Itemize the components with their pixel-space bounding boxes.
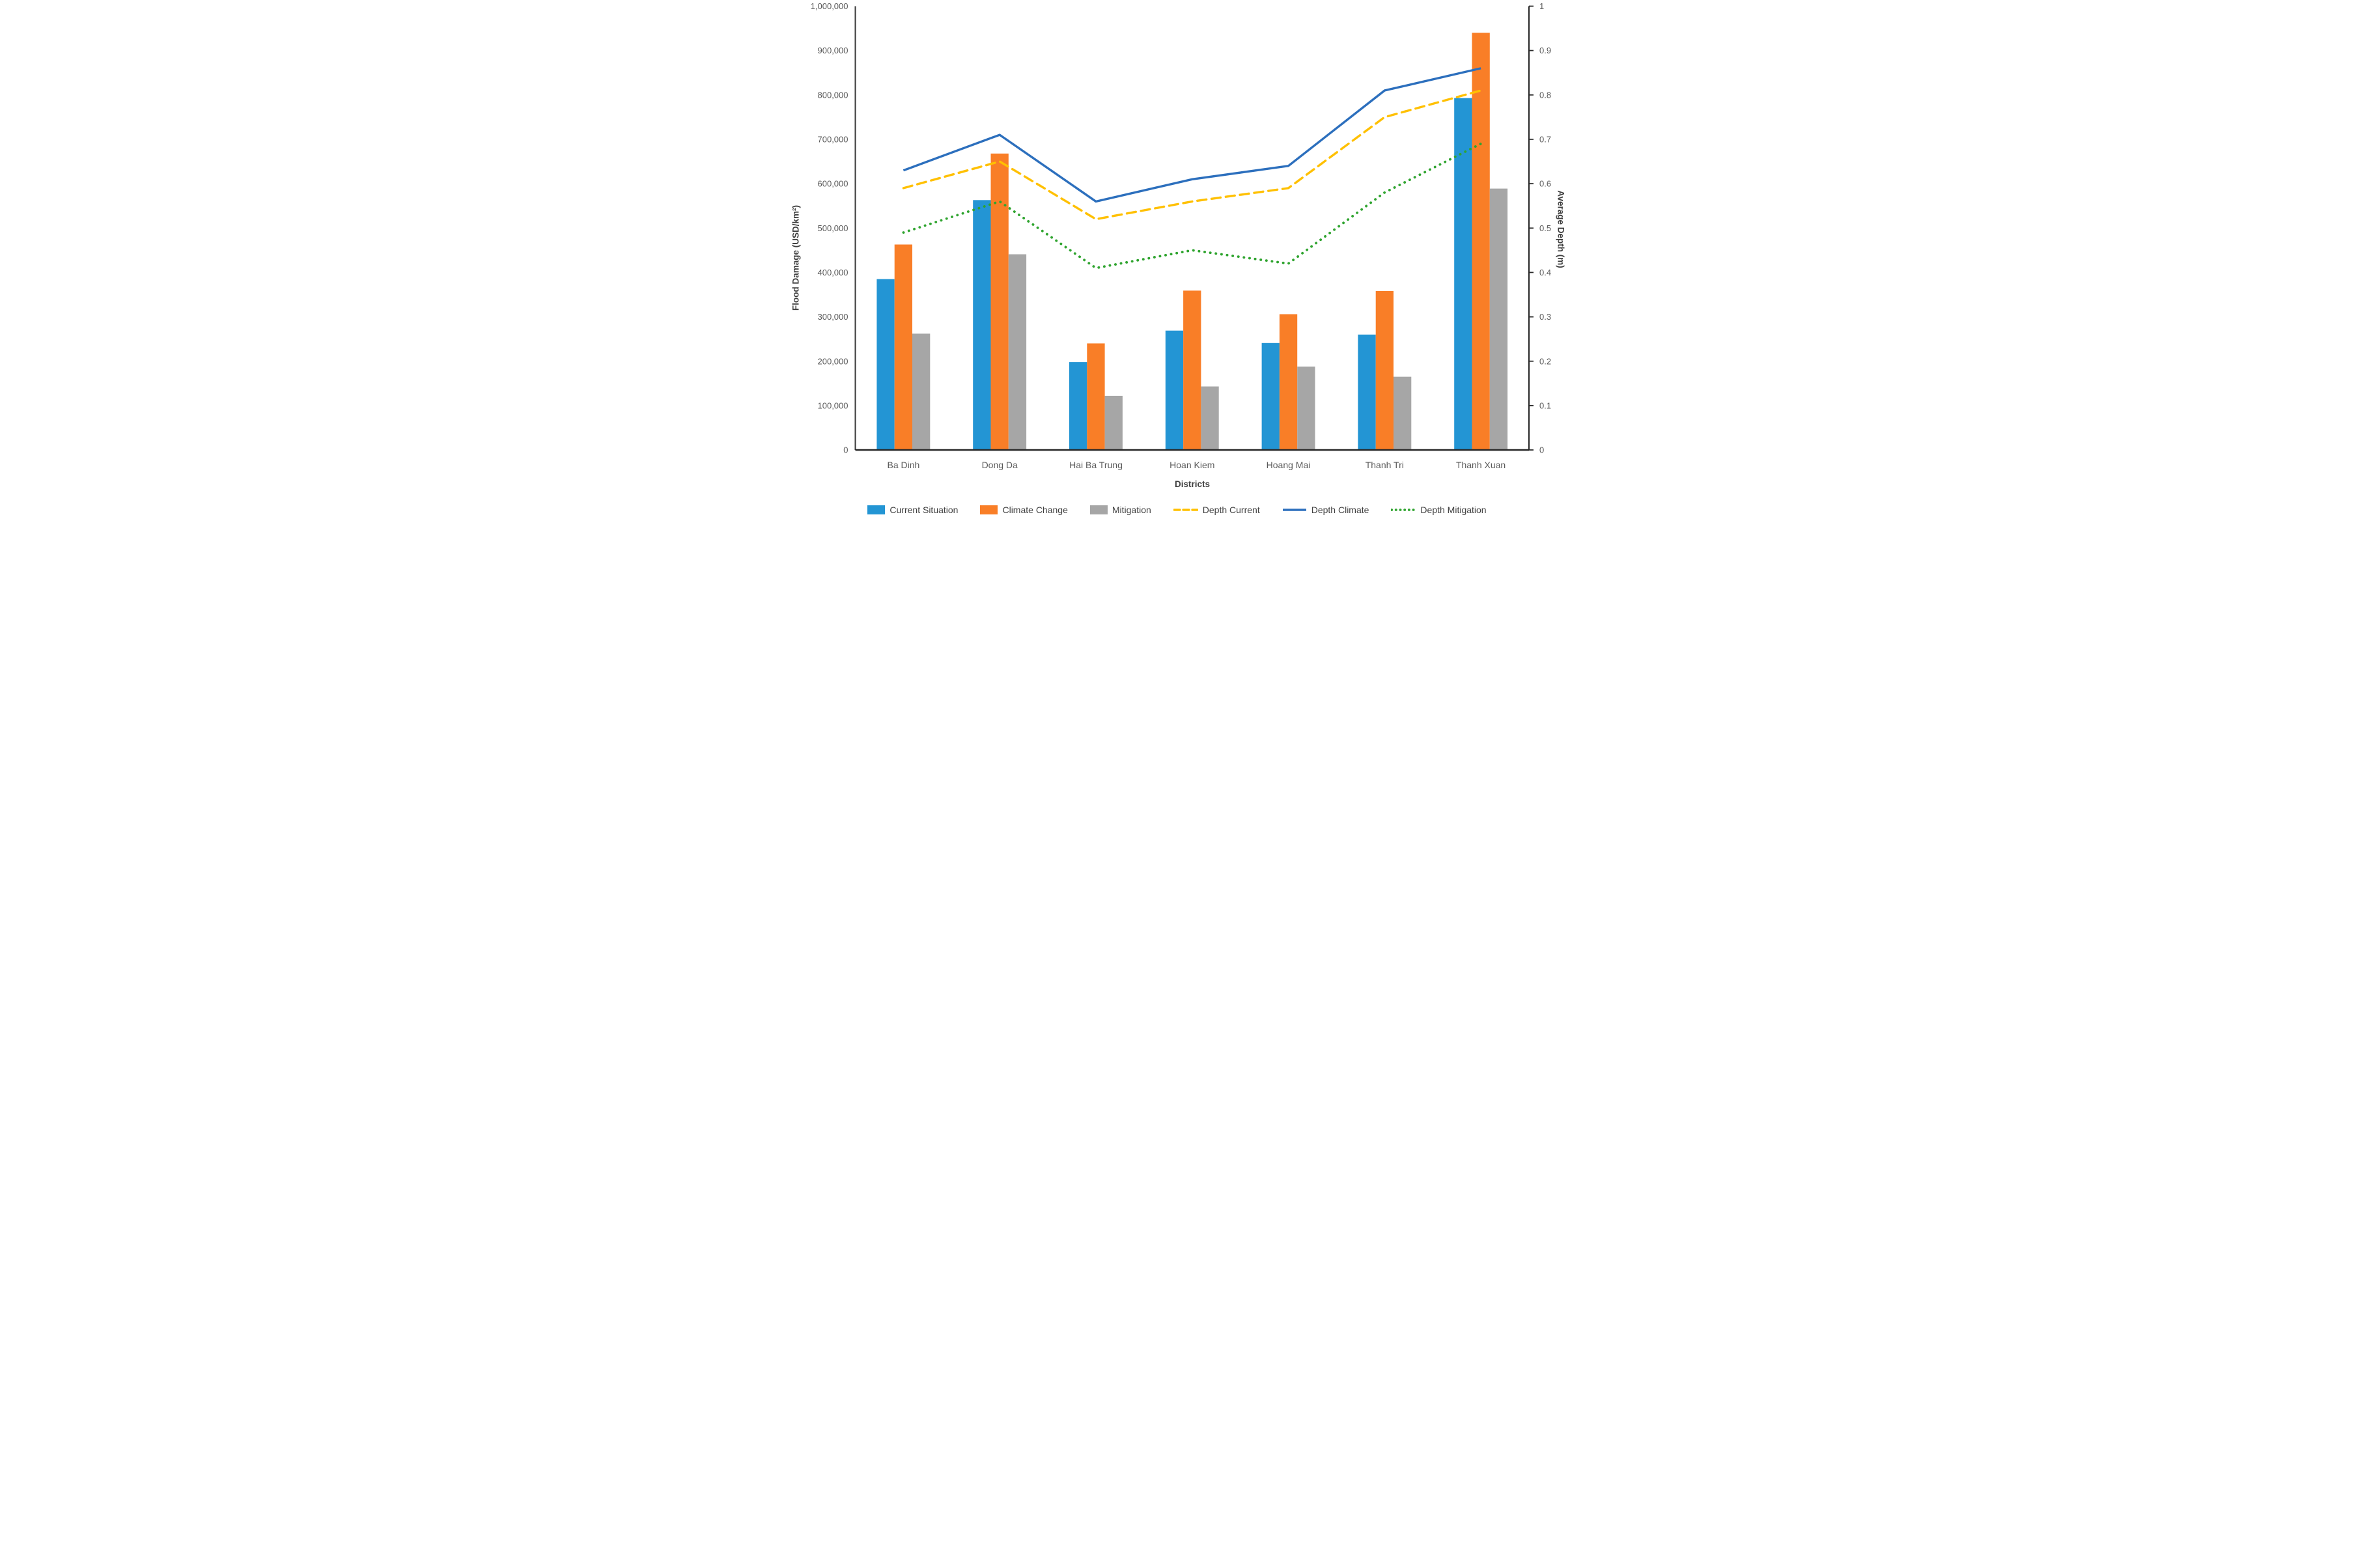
flood-damage-chart: 0 100,000 200,000 300,000 400,000 500,000 600,…	[785, 0, 1569, 523]
depth-climate-line-icon	[1282, 507, 1307, 512]
left-tick-label: 1,000,000	[811, 1, 848, 11]
right-tick-label: 0.6	[1539, 179, 1551, 189]
bar-climate-change-hoang-mai	[1279, 314, 1298, 450]
right-tick-label: 1	[1539, 1, 1544, 11]
legend-label: Depth Mitigation	[1420, 505, 1487, 515]
right-tick-label: 0	[1539, 445, 1544, 455]
left-tick-label: 100,000	[818, 401, 848, 411]
bar-current-situation-thanh-tri	[1358, 334, 1376, 450]
mitigation-swatch-icon	[1089, 505, 1108, 514]
legend-item-climate-change: Climate Change	[980, 505, 1068, 515]
legend-label: Depth Current	[1202, 505, 1260, 515]
right-tick-label: 0.9	[1539, 46, 1551, 55]
bar-climate-change-hoan-kiem	[1183, 290, 1201, 450]
category-label-hai-ba-trung: Hai Ba Trung	[1069, 460, 1123, 470]
line-depth-mitigation	[902, 142, 1482, 270]
legend-item-depth-climate: Depth Climate	[1282, 505, 1369, 515]
bar-climate-change-hai-ba-trung	[1087, 343, 1105, 450]
bar-mitigation-hoan-kiem	[1201, 386, 1219, 450]
left-tick-label: 800,000	[818, 90, 848, 100]
bar-current-situation-hai-ba-trung	[1069, 362, 1087, 450]
left-tick-label: 400,000	[818, 268, 848, 277]
right-tick-label: 0.3	[1539, 312, 1551, 322]
bar-climate-change-dong-da	[990, 153, 1009, 451]
legend-item-depth-mitigation: Depth Mitigation	[1391, 505, 1487, 515]
bar-current-situation-thanh-xuan	[1454, 98, 1472, 451]
bar-current-situation-hoan-kiem	[1165, 330, 1184, 450]
category-label-hoan-kiem: Hoan Kiem	[1170, 460, 1214, 470]
legend-item-depth-current: Depth Current	[1173, 505, 1260, 515]
left-tick-label: 200,000	[818, 356, 848, 366]
right-tick-label: 0.5	[1539, 223, 1551, 233]
left-axis-title: Flood Damage (USD/km²)	[791, 204, 801, 311]
bar-current-situation-hoang-mai	[1261, 343, 1280, 450]
category-label-dong-da: Dong Da	[982, 460, 1018, 470]
legend-item-current-situation: Current Situation	[867, 505, 958, 515]
bar-mitigation-thanh-tri	[1394, 376, 1412, 450]
right-axis-title: Average Depth (m)	[1556, 190, 1566, 268]
bar-mitigation-thanh-xuan	[1489, 188, 1508, 450]
depth-current-line-icon	[1173, 507, 1198, 512]
left-tick-label: 600,000	[818, 179, 848, 189]
depth-mitigation-line-icon	[1391, 507, 1416, 512]
left-tick-label: 0	[843, 445, 848, 455]
bar-mitigation-dong-da	[1008, 254, 1027, 450]
x-axis-title: Districts	[1174, 479, 1211, 489]
bar-current-situation-ba-dinh	[876, 279, 895, 450]
category-label-thanh-tri: Thanh Tri	[1366, 460, 1404, 470]
legend-label: Current Situation	[890, 505, 959, 515]
legend-label: Mitigation	[1112, 505, 1151, 515]
current-situation-swatch-icon	[867, 505, 886, 514]
right-tick-label: 0.7	[1539, 135, 1551, 145]
right-tick-label: 0.2	[1539, 356, 1551, 366]
category-label-hoang-mai: Hoang Mai	[1267, 460, 1311, 470]
bar-climate-change-ba-dinh	[894, 244, 912, 450]
chart-legend: Current Situation Climate Change Mitigat…	[785, 505, 1569, 515]
line-depth-current	[902, 89, 1482, 221]
category-label-thanh-xuan: Thanh Xuan	[1456, 460, 1506, 470]
left-tick-label: 700,000	[818, 135, 848, 145]
right-tick-label: 0.4	[1539, 268, 1551, 277]
left-tick-label: 900,000	[818, 46, 848, 55]
bar-climate-change-thanh-tri	[1375, 291, 1394, 450]
legend-label: Depth Climate	[1311, 505, 1369, 515]
legend-item-mitigation: Mitigation	[1089, 505, 1151, 515]
climate-change-swatch-icon	[980, 505, 998, 514]
bar-climate-change-thanh-xuan	[1472, 33, 1490, 450]
category-label-ba-dinh: Ba Dinh	[887, 460, 919, 470]
line-depth-climate	[903, 67, 1481, 203]
left-tick-label: 500,000	[818, 223, 848, 233]
bar-current-situation-dong-da	[973, 200, 991, 450]
legend-label: Climate Change	[1002, 505, 1068, 515]
right-tick-label: 0.1	[1539, 401, 1551, 411]
bar-mitigation-hai-ba-trung	[1104, 395, 1123, 450]
right-tick-label: 0.8	[1539, 90, 1551, 100]
combo-chart-canvas: 0 100,000 200,000 300,000 400,000 500,000 600,…	[811, 1, 1551, 470]
left-tick-label: 300,000	[818, 312, 848, 322]
bar-mitigation-hoang-mai	[1297, 366, 1315, 450]
bar-mitigation-ba-dinh	[912, 333, 931, 450]
